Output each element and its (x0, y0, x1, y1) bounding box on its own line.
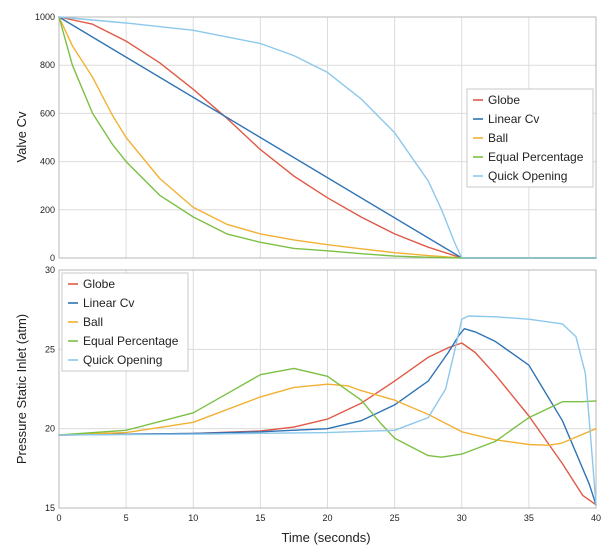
valve-cv-chart: Valve Cv 0 200 400 600 800 1000 Globe Linear Cv… (14, 12, 597, 263)
pressure-series-ball (58, 383, 597, 446)
valve-cv-legend-label-ball: Ball (488, 131, 508, 145)
pressure-chart: Pressure Static Inlet (atm) Time (second… (14, 265, 601, 545)
pressure-xtick-label: 0 (56, 513, 61, 523)
pressure-series-linear-cv (58, 328, 597, 506)
pressure-xtick-label: 35 (524, 513, 534, 523)
valve-cv-frame (58, 16, 597, 259)
valve-cv-series-equal-percentage (58, 16, 597, 259)
pressure-xtick-label: 5 (124, 513, 129, 523)
pressure-legend-label-quick-opening: Quick Opening (83, 353, 162, 367)
pressure-xtick-label: 10 (188, 513, 198, 523)
valve-cv-legend-label-linear-cv: Linear Cv (488, 112, 539, 126)
valve-cv-ytick-label: 1000 (35, 12, 55, 22)
valve-cv-ylabel: Valve Cv (14, 111, 29, 163)
valve-cv-ytick-label: 600 (40, 108, 55, 118)
pressure-xtick-label: 15 (255, 513, 265, 523)
valve-cv-series-quick-opening (58, 16, 597, 259)
pressure-ytick-label: 30 (45, 265, 55, 275)
valve-cv-ytick-label: 800 (40, 60, 55, 70)
valve-cv-legend: Globe Linear Cv Ball Equal Percentage Quick … (466, 88, 594, 188)
valve-cv-ytick-label: 200 (40, 205, 55, 215)
pressure-series-quick-opening (58, 315, 597, 506)
valve-cv-legend-label-equal-percentage: Equal Percentage (488, 150, 584, 164)
pressure-xtick-label: 40 (591, 513, 601, 523)
pressure-ytick-label: 15 (45, 503, 55, 513)
time-xlabel: Time (seconds) (281, 530, 370, 545)
pressure-legend-label-linear-cv: Linear Cv (83, 296, 134, 310)
pressure-frame (58, 269, 597, 509)
valve-cv-legend-box (466, 88, 594, 188)
pressure-xtick-label: 25 (390, 513, 400, 523)
valve-cv-legend-label-globe: Globe (488, 93, 520, 107)
pressure-legend-label-ball: Ball (83, 315, 103, 329)
valve-cv-ytick-label: 0 (50, 253, 55, 263)
pressure-xtick-label: 30 (457, 513, 467, 523)
valve-cv-ytick-label: 400 (40, 157, 55, 167)
pressure-legend-label-equal-percentage: Equal Percentage (83, 334, 179, 348)
pressure-legend: Globe Linear Cv Ball Equal Percentage Quick … (61, 272, 189, 372)
pressure-ylabel: Pressure Static Inlet (atm) (14, 314, 29, 464)
valve-cv-series-globe (58, 16, 597, 259)
valve-cv-legend-label-quick-opening: Quick Opening (488, 169, 567, 183)
pressure-xtick-label: 20 (322, 513, 332, 523)
valve-cv-series-ball (58, 16, 597, 259)
pressure-ytick-label: 20 (45, 424, 55, 434)
pressure-legend-label-globe: Globe (83, 277, 115, 291)
pressure-legend-box (61, 272, 189, 372)
pressure-ytick-label: 25 (45, 344, 55, 354)
